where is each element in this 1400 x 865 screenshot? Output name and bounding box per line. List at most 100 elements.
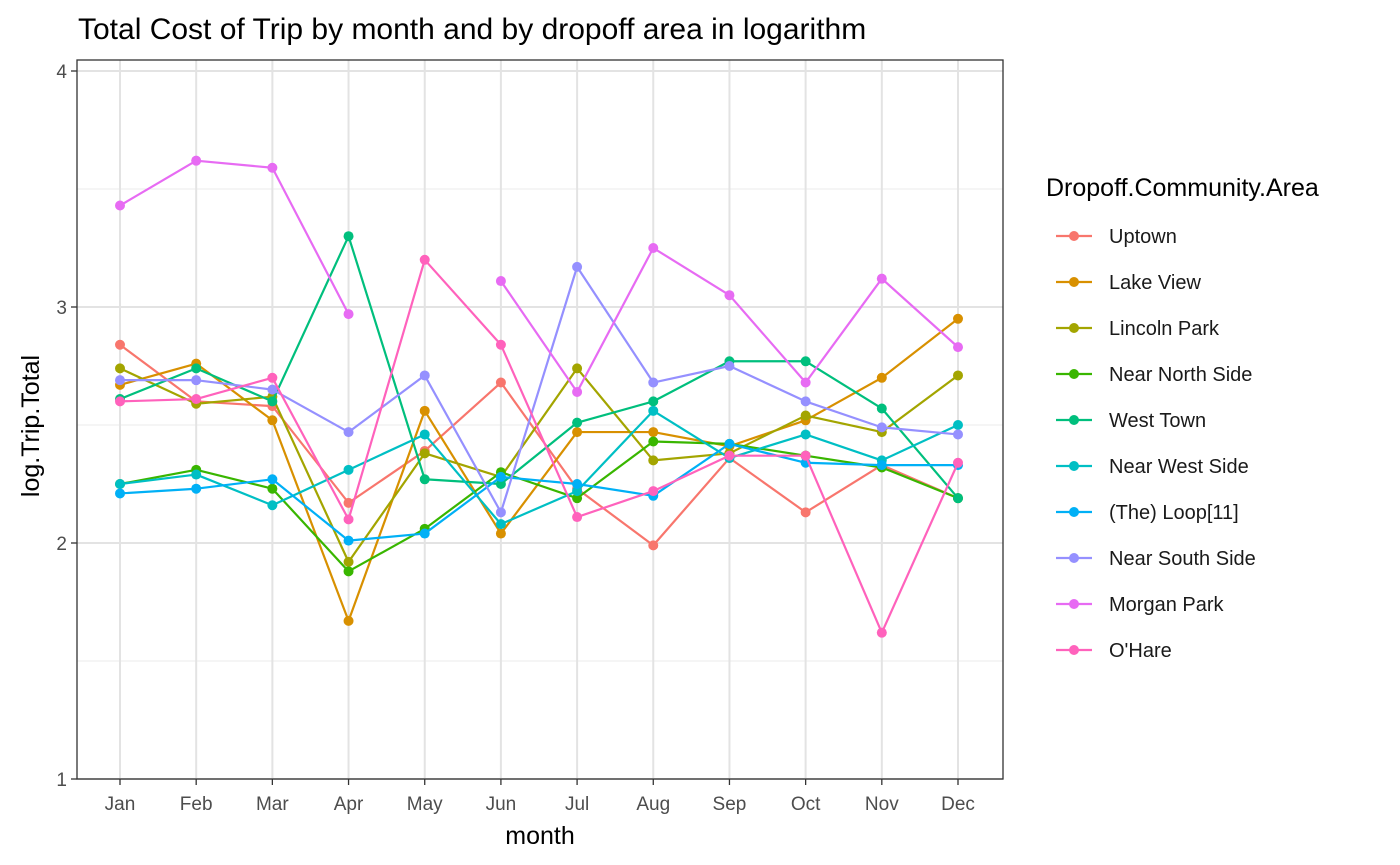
legend-label: Lake View [1109, 272, 1201, 294]
data-point [648, 540, 659, 551]
data-point [800, 507, 811, 518]
data-point [419, 405, 430, 416]
legend-key-point [1069, 415, 1079, 425]
legend-key-point [1069, 231, 1079, 241]
data-point [115, 479, 125, 489]
data-point [572, 417, 583, 428]
data-point [495, 377, 506, 388]
data-point [800, 450, 811, 461]
data-point [800, 429, 811, 440]
series-line [119, 367, 959, 563]
legend-key-point [1069, 369, 1079, 379]
x-tick-label: Aug [636, 794, 670, 815]
data-point [115, 339, 125, 350]
data-point [876, 372, 887, 383]
legend-item: Near North Side [1056, 364, 1252, 386]
legend-item: Near South Side [1056, 548, 1256, 570]
data-point [953, 370, 963, 381]
x-tick-label: Jan [105, 794, 136, 815]
data-point [267, 483, 278, 494]
legend-label: Near North Side [1109, 364, 1252, 386]
data-point [648, 486, 659, 497]
legend-item: Morgan Park [1056, 594, 1224, 616]
data-point [191, 483, 202, 494]
series-line [119, 442, 958, 542]
panel-border [76, 59, 1004, 780]
x-tick-label: Jun [486, 794, 517, 815]
legend-label: Uptown [1109, 226, 1177, 248]
x-tick-label: Mar [256, 794, 289, 815]
data-point [953, 493, 963, 504]
legend-key-point [1069, 645, 1079, 655]
data-point [648, 405, 659, 416]
y-tick-label: 1 [56, 770, 67, 791]
series-line [119, 258, 960, 634]
x-tick-label: Oct [791, 794, 821, 815]
legend-key-point [1069, 553, 1079, 563]
x-tick-label: Feb [180, 794, 213, 815]
data-point [495, 479, 506, 489]
data-point [876, 627, 887, 638]
legend-item: Lincoln Park [1056, 318, 1220, 340]
data-point [800, 410, 811, 421]
data-point [572, 493, 583, 504]
data-point [419, 370, 430, 381]
series-8 [115, 155, 963, 397]
data-point [495, 519, 506, 530]
data-point [343, 309, 354, 320]
x-tick-label: May [407, 794, 443, 815]
data-point [191, 363, 202, 374]
legend-key-point [1069, 461, 1079, 471]
data-point [343, 556, 354, 567]
x-axis-title: month [505, 822, 574, 850]
data-point [419, 429, 430, 440]
data-point [343, 535, 354, 546]
series-line [119, 440, 959, 573]
legend-key-point [1069, 323, 1079, 333]
data-point [876, 460, 887, 471]
data-point [953, 420, 963, 430]
data-point [267, 415, 278, 426]
data-point [495, 339, 506, 350]
data-point [191, 469, 202, 480]
legend-label: Near West Side [1109, 456, 1249, 478]
data-point [419, 474, 430, 485]
legend-label: O'Hare [1109, 640, 1172, 662]
data-point [343, 427, 354, 438]
data-point [876, 273, 887, 284]
data-point [572, 386, 583, 397]
data-point [115, 363, 125, 374]
series-line [119, 343, 959, 547]
series-line [120, 265, 959, 514]
data-point [495, 507, 506, 518]
data-point [648, 427, 659, 438]
data-point [572, 479, 583, 489]
data-point [419, 528, 430, 539]
legend-title: Dropoff.Community.Area [1046, 174, 1319, 202]
legend-key-point [1069, 507, 1079, 517]
y-tick-label: 3 [56, 298, 67, 319]
legend-label: (The) Loop[11] [1109, 502, 1239, 524]
data-point [343, 514, 354, 525]
x-tick-label: Sep [713, 794, 747, 815]
data-point [495, 528, 506, 539]
data-point [267, 396, 278, 407]
data-point [343, 231, 354, 242]
data-point [267, 384, 278, 395]
data-point [572, 512, 583, 523]
data-point [267, 162, 278, 173]
data-point [495, 471, 506, 482]
data-point [267, 474, 278, 485]
series-line [119, 409, 959, 526]
data-point [572, 363, 583, 374]
data-point [648, 455, 659, 466]
legend-item: Near West Side [1056, 456, 1249, 478]
plot-area: 1 2 3 4 Jan Feb Mar Apr May Jun Jul Aug Sep Oct Nov Dec [56, 59, 1004, 815]
data-point [191, 394, 202, 405]
data-point [648, 396, 659, 407]
y-axis-title: log.Trip.Total [17, 355, 45, 497]
legend-label: Lincoln Park [1109, 318, 1220, 340]
data-point [572, 427, 583, 438]
data-point [648, 436, 659, 447]
series-line [119, 159, 350, 315]
